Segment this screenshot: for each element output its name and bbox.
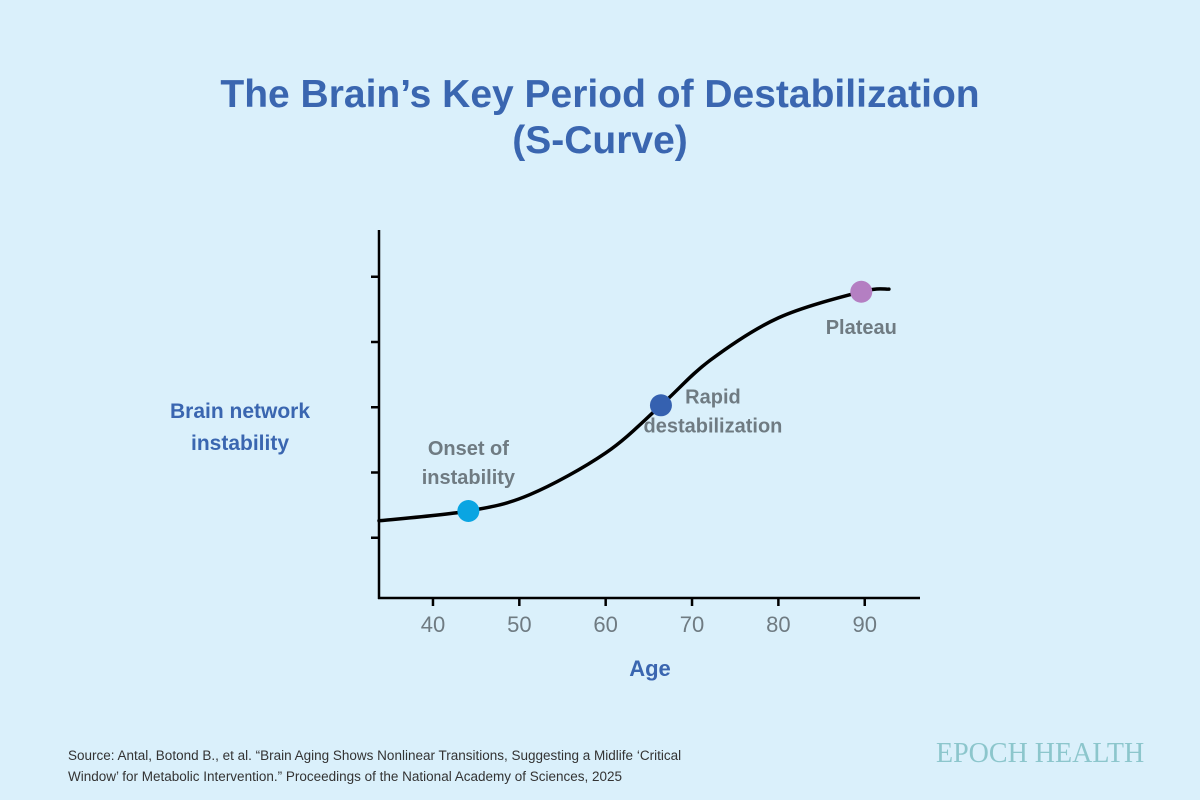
annotation-point xyxy=(649,394,672,417)
y-axis-label-line-2: instability xyxy=(190,432,290,455)
annotation-label: Plateau xyxy=(826,317,897,339)
x-axis-label: Age xyxy=(629,656,671,681)
x-tick-label: 80 xyxy=(766,612,790,637)
y-axis-label: Brain network instability xyxy=(150,396,330,460)
title-line-1: The Brain’s Key Period of Destabilizatio… xyxy=(220,73,980,116)
annotation-label: Rapid xyxy=(685,386,741,408)
annotation-label: instability xyxy=(422,467,516,489)
x-tick-label: 90 xyxy=(852,612,876,637)
x-tick-label: 40 xyxy=(421,612,445,637)
source-citation: Source: Antal, Botond B., et al. “Brain … xyxy=(68,745,788,787)
x-tick-label: 60 xyxy=(593,612,617,637)
chart-title: The Brain’s Key Period of Destabilizatio… xyxy=(0,72,1200,164)
x-tick-label: 70 xyxy=(680,612,704,637)
annotation-point xyxy=(457,499,480,522)
annotation-label: Onset of xyxy=(428,438,509,460)
annotation-point xyxy=(850,280,873,303)
y-axis-label-line-1: Brain network xyxy=(169,400,311,423)
source-line-2: Window’ for Metabolic Intervention.” Pro… xyxy=(68,769,623,784)
annotation-label: destabilization xyxy=(643,415,782,437)
title-line-2: (S-Curve) xyxy=(512,119,688,162)
source-line-1: Source: Antal, Botond B., et al. “Brain … xyxy=(68,748,682,763)
x-tick-label: 50 xyxy=(507,612,531,637)
brand-logo: EPOCH HEALTH xyxy=(936,738,1145,769)
